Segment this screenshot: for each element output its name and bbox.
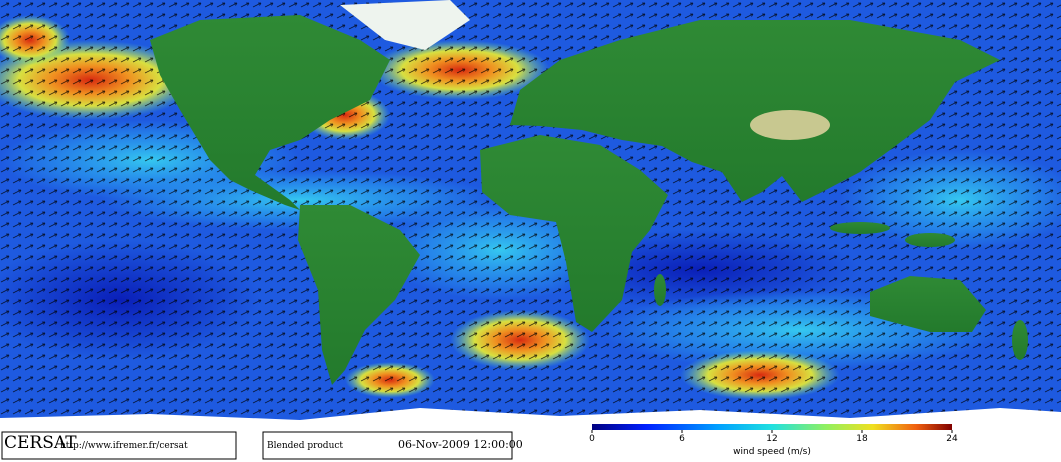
land bbox=[150, 15, 1028, 385]
logo-box bbox=[1, 431, 237, 460]
islands bbox=[830, 222, 890, 234]
colorbar-tick-label: 12 bbox=[766, 434, 777, 444]
tibet bbox=[750, 110, 830, 140]
url: http://www.ifremer.fr/cersat bbox=[60, 441, 188, 451]
eurasia bbox=[510, 20, 1000, 202]
colorbar-tick-label: 6 bbox=[679, 434, 685, 444]
colorbar-tick-label: 0 bbox=[589, 434, 595, 444]
product-box bbox=[262, 431, 513, 460]
africa bbox=[480, 135, 668, 332]
colorbar-tick-label: 18 bbox=[856, 434, 868, 444]
colorbar bbox=[592, 424, 952, 430]
logo: CERSAT bbox=[4, 433, 77, 453]
footer: CERSAT http://www.ifremer.fr/cersat Blen… bbox=[0, 424, 1061, 462]
colorbar-tick-label: 24 bbox=[946, 434, 958, 444]
product: Blended product bbox=[267, 441, 343, 451]
colorbar-label: wind speed (m/s) bbox=[733, 447, 811, 457]
islands bbox=[654, 274, 666, 306]
islands bbox=[1012, 320, 1028, 360]
north-america bbox=[150, 15, 390, 210]
date: 06-Nov-2009 12:00:00 bbox=[398, 438, 523, 451]
islands bbox=[905, 233, 955, 247]
greenland bbox=[340, 0, 470, 50]
south-america bbox=[298, 205, 420, 385]
australia bbox=[870, 276, 986, 332]
